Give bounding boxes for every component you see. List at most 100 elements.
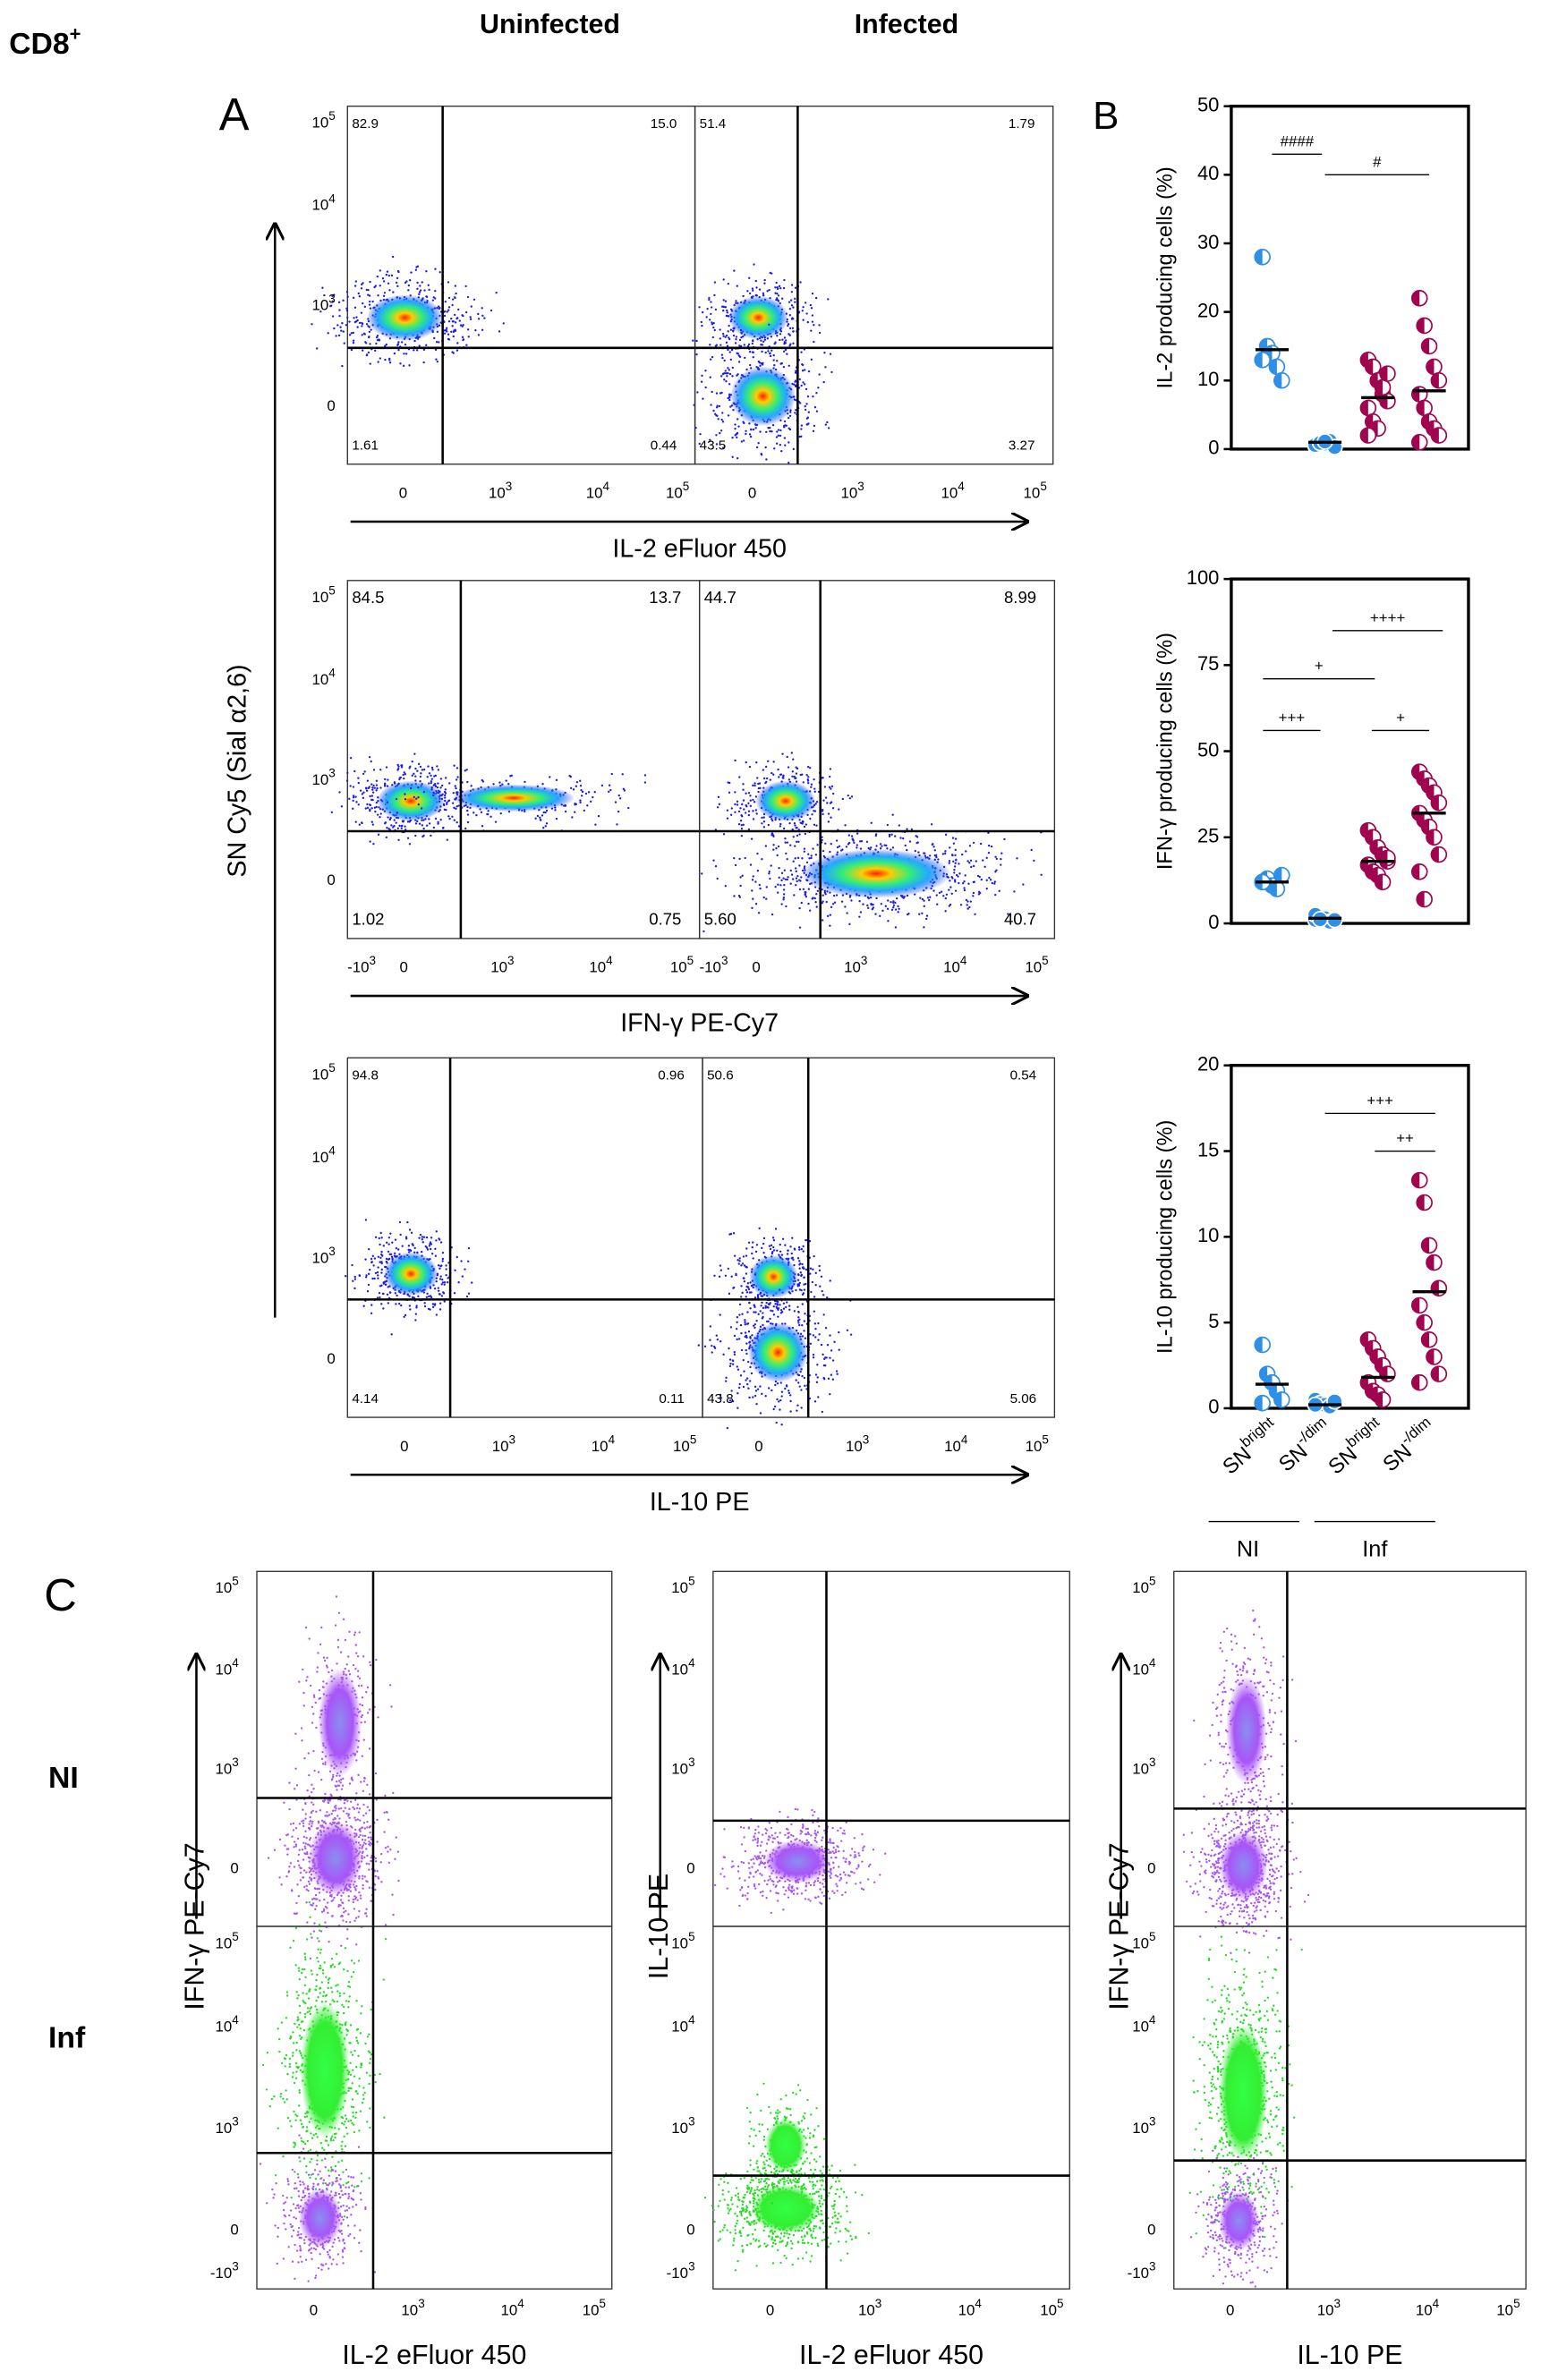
event-dot <box>891 813 894 816</box>
event-dot <box>430 1243 433 1245</box>
event-dot <box>399 776 402 779</box>
event-dot <box>404 773 407 776</box>
event-dot <box>728 1364 732 1368</box>
event-dot <box>728 1292 731 1296</box>
event-dot <box>799 1271 802 1274</box>
event-dot <box>833 901 837 904</box>
event-dot <box>732 334 736 337</box>
x-tick-label: SN-/dim <box>1271 1414 1338 1476</box>
event-dot <box>729 358 733 361</box>
event-dot <box>348 797 351 800</box>
tick-exp: 3 <box>721 954 728 967</box>
event-dot <box>427 765 430 768</box>
event-dot <box>881 845 883 847</box>
event-dot <box>711 1351 713 1354</box>
event-dot <box>856 846 858 849</box>
dot-half <box>1417 318 1425 334</box>
event-dot <box>721 412 724 414</box>
event-dot <box>795 884 797 887</box>
event-dot <box>390 1333 393 1336</box>
event-dot <box>453 1292 456 1295</box>
event-dot <box>417 796 420 799</box>
data-dot <box>1254 249 1271 266</box>
event-dot <box>749 1307 752 1310</box>
tick-label: 104 <box>941 480 966 502</box>
event-dot <box>751 879 754 881</box>
event-dot <box>830 1349 833 1352</box>
tick-exp: 3 <box>328 1244 336 1257</box>
event-dot <box>765 1301 768 1305</box>
event-dot <box>380 1237 383 1239</box>
event-dot <box>747 1241 751 1244</box>
event-dot <box>337 301 341 304</box>
tick-label: 0 <box>327 397 335 414</box>
event-dot <box>780 1395 783 1398</box>
event-dot <box>350 348 353 352</box>
event-dot <box>455 778 458 781</box>
event-dot <box>756 338 759 341</box>
event-dot <box>738 1257 741 1260</box>
tick-base: 10 <box>353 959 370 976</box>
event-dot <box>814 296 818 300</box>
event-dot <box>798 1318 801 1321</box>
event-dot <box>403 1315 405 1318</box>
event-dot <box>921 912 924 914</box>
event-dot <box>366 779 370 782</box>
event-dot <box>742 439 745 442</box>
event-dot <box>747 810 751 812</box>
dot-half <box>1411 1374 1420 1390</box>
event-dot <box>818 1269 822 1272</box>
event-dot <box>808 909 812 912</box>
event-dot <box>782 897 786 899</box>
event-dot <box>778 1400 780 1403</box>
event-dot <box>770 349 773 352</box>
event-dot <box>437 769 440 771</box>
event-dot <box>736 418 739 421</box>
tick-label: 104 <box>311 1143 336 1166</box>
event-dot <box>835 839 839 842</box>
event-dot <box>827 298 830 301</box>
event-dot <box>739 1323 743 1327</box>
event-dot <box>481 825 484 828</box>
event-dot <box>995 857 999 861</box>
event-dot <box>422 348 426 352</box>
event-dot <box>423 1305 427 1308</box>
cell-type: CD8+ <box>9 22 81 61</box>
event-dot <box>372 769 376 771</box>
event-dot <box>801 1266 805 1270</box>
event-dot <box>391 1893 394 1896</box>
event-dot <box>376 275 379 278</box>
quadrant-percent: 40.7 <box>1004 910 1036 929</box>
event-dot <box>418 822 421 825</box>
event-dot <box>455 820 458 824</box>
event-dot <box>456 342 459 344</box>
event-dot <box>928 898 931 902</box>
flow-plot <box>256 1570 613 1960</box>
event-dot <box>371 1254 375 1257</box>
event-dot <box>778 866 780 870</box>
event-dot <box>433 336 436 340</box>
significance: + <box>1396 709 1405 726</box>
data-dot <box>1416 1194 1433 1211</box>
event-dot <box>434 348 438 352</box>
event-dot <box>643 781 647 784</box>
event-dot <box>352 331 354 335</box>
event-dot <box>762 1252 765 1254</box>
event-dot <box>776 297 779 300</box>
event-dot <box>474 329 477 332</box>
event-dot <box>774 1383 777 1387</box>
event-dot <box>740 813 743 817</box>
event-dot <box>810 1290 813 1294</box>
event-dot <box>761 344 764 346</box>
event-dot <box>742 823 745 827</box>
event-dot <box>465 1295 469 1298</box>
event-dot <box>776 1249 779 1252</box>
event-dot <box>727 330 729 333</box>
event-dot <box>830 843 832 846</box>
flow-plot <box>344 1057 703 1418</box>
data-dot <box>1374 378 1392 396</box>
event-dot <box>371 1277 374 1280</box>
event-dot <box>814 1271 817 1275</box>
event-dot <box>811 320 814 323</box>
event-dot <box>455 786 457 790</box>
